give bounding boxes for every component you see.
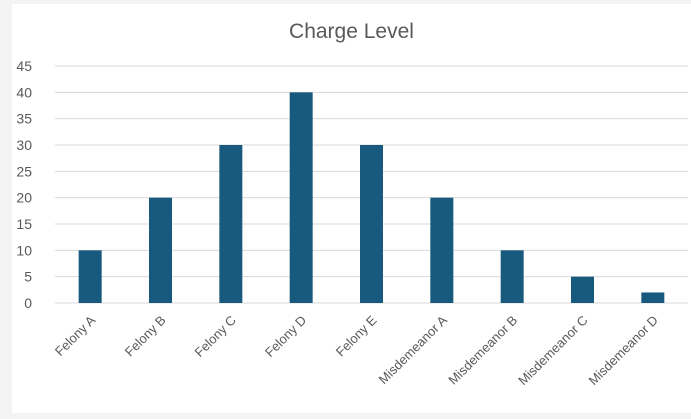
- y-tick-label: 20: [16, 190, 32, 206]
- y-tick-label: 10: [16, 242, 32, 258]
- x-tick-label: Felony D: [262, 313, 309, 360]
- bars: [78, 92, 665, 303]
- x-tick-label: Felony C: [192, 313, 239, 360]
- bar: [219, 145, 243, 303]
- chart-area: Charge Level 0 5 10 15 20 25 30 35 40 45 Felony A…: [12, 4, 691, 413]
- bar: [430, 197, 454, 303]
- bar: [289, 92, 313, 303]
- y-tick-label: 35: [16, 111, 32, 127]
- y-tick-label: 45: [16, 58, 32, 74]
- bar: [78, 250, 102, 303]
- bar: [571, 276, 594, 303]
- y-tick-label: 15: [16, 216, 32, 232]
- x-tick-label: Misdemeanor B: [445, 313, 520, 388]
- y-axis-ticks: 0 5 10 15 20 25 30 35 40 45: [16, 58, 32, 311]
- bar: [360, 145, 383, 303]
- x-tick-label: Misdemeanor C: [515, 313, 590, 388]
- bar: [149, 197, 172, 303]
- x-tick-label: Misdemeanor A: [375, 312, 450, 387]
- x-tick-label: Misdemeanor D: [585, 313, 660, 388]
- x-axis-ticks: Felony A Felony B Felony C Felony D Felony E…: [52, 312, 661, 388]
- x-tick-label: Felony B: [122, 313, 169, 360]
- y-tick-label: 30: [16, 137, 32, 153]
- y-tick-label: 40: [16, 84, 32, 100]
- bar: [641, 292, 665, 303]
- y-tick-label: 0: [24, 295, 32, 311]
- bar: [500, 250, 524, 303]
- y-tick-label: 25: [16, 163, 32, 179]
- x-tick-label: Felony A: [52, 312, 99, 359]
- chart-title: Charge Level: [289, 20, 414, 43]
- x-tick-label: Felony E: [333, 312, 380, 359]
- y-tick-label: 5: [24, 269, 32, 285]
